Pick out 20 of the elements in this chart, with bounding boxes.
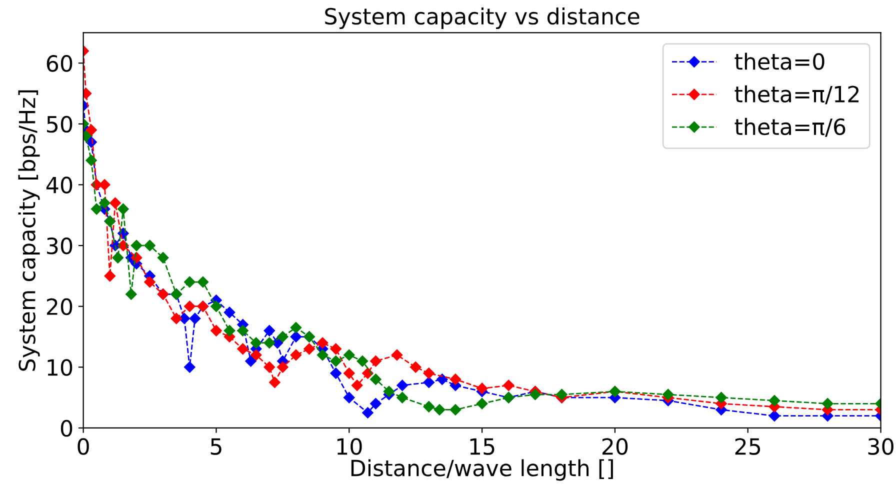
- y-tick-label: 60: [46, 55, 72, 72]
- x-axis-title: Distance/wave length []: [351, 459, 613, 481]
- x-tick-label: 5: [210, 438, 222, 455]
- y-tick-label: 10: [48, 359, 72, 376]
- legend-label: theta=0: [734, 52, 824, 70]
- chart-title: System capacity vs distance: [325, 7, 640, 29]
- y-tick-label: 50: [47, 116, 72, 133]
- x-tick-label: 0: [78, 438, 89, 455]
- legend-label: theta=π/12: [734, 85, 859, 104]
- legend-label: theta=π/6: [734, 118, 846, 137]
- x-tick-label: 25: [735, 438, 760, 455]
- y-tick-label: 20: [46, 298, 72, 316]
- y-tick-label: 30: [47, 237, 72, 254]
- x-tick-label: 10: [337, 438, 362, 455]
- x-tick-label: 20: [602, 438, 628, 455]
- y-tick-label: 40: [46, 176, 72, 194]
- x-tick-label: 15: [470, 438, 494, 455]
- y-tick-label: 0: [60, 420, 72, 437]
- y-axis-title: System capacity [bps/Hz]: [18, 90, 40, 371]
- x-tick-label: 30: [868, 438, 894, 455]
